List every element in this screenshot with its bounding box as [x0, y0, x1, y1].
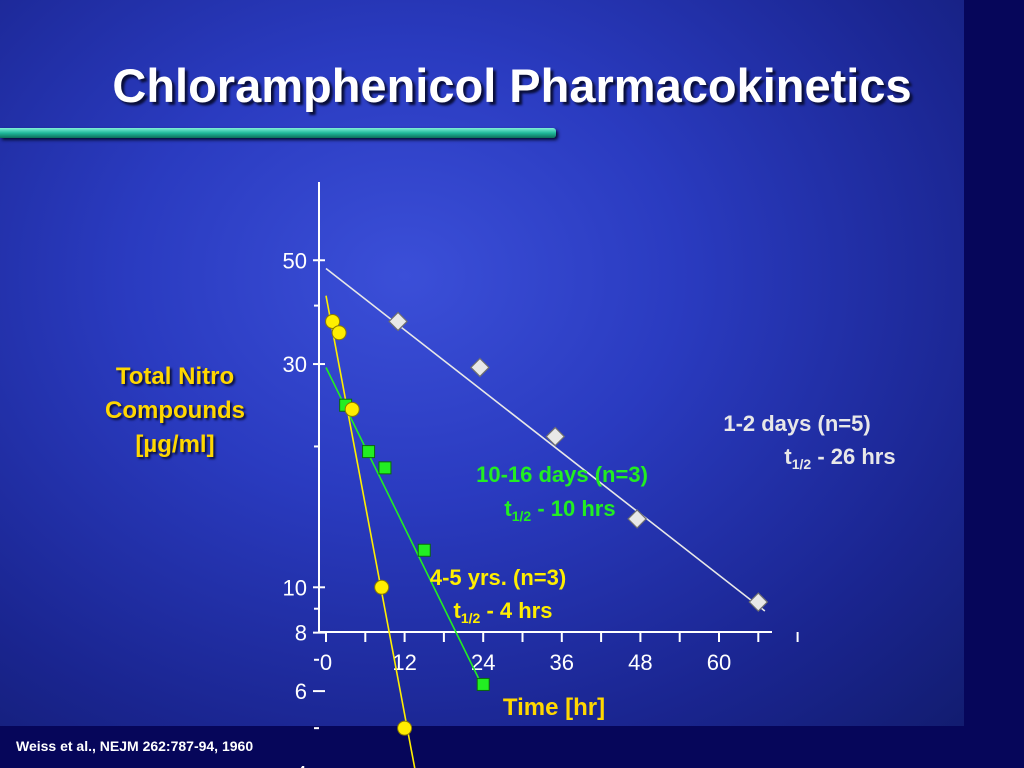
- data-point-circle: [331, 325, 347, 341]
- y-tick-label: 6: [295, 679, 307, 704]
- half-life-label-diamond: t1/2 - 26 hrs: [784, 444, 895, 472]
- data-point-diamond: [627, 509, 647, 529]
- y-axis-label: Total Nitro Compounds [µg/ml]: [80, 360, 270, 462]
- y-axis-label-line-2: Compounds: [105, 397, 245, 424]
- x-tick-label: 36: [550, 650, 574, 675]
- data-point-circle: [344, 401, 360, 417]
- data-point-circle: [397, 720, 413, 736]
- title-underline-bar: [0, 128, 556, 138]
- data-point-square: [476, 677, 490, 691]
- data-point-diamond: [748, 592, 769, 612]
- y-axis-label-line-1: Total Nitro: [115, 363, 235, 390]
- data-point-diamond: [470, 357, 490, 378]
- half-life-label-circle: t1/2 - 4 hrs: [454, 598, 553, 626]
- x-tick-label: 48: [628, 650, 652, 675]
- data-point-circle: [325, 313, 341, 329]
- citation: Weiss et al., NEJM 262:787-94, 1960: [16, 738, 254, 754]
- series-labels: 1-2 days (n=5) t1/2 - 26 hrs 10-16 days (n…: [430, 411, 896, 626]
- half-life-label-square: t1/2 - 10 hrs: [504, 496, 615, 524]
- x-tick-label: 60: [707, 650, 731, 675]
- data-point-square: [417, 543, 431, 557]
- data-markers: [325, 311, 769, 736]
- y-tick-label: 50: [283, 248, 307, 273]
- series-label-circle: 4-5 yrs. (n=3): [430, 565, 566, 590]
- data-point-diamond: [388, 311, 408, 332]
- x-tick-label: 0: [320, 650, 332, 675]
- x-axis-label: Time [hr]: [503, 694, 605, 721]
- y-tick-label: 8: [295, 621, 307, 646]
- slide-title: Chloramphenicol Pharmacokinetics: [112, 59, 912, 112]
- fit-line-circle: [325, 295, 416, 768]
- data-point-circle: [374, 579, 390, 595]
- data-point-square: [362, 445, 376, 459]
- series-label-diamond: 1-2 days (n=5): [723, 411, 870, 436]
- y-tick-label: 10: [283, 575, 307, 600]
- y-axis-label-line-3: [µg/ml]: [135, 431, 215, 458]
- fit-line-square: [325, 367, 484, 689]
- data-point-diamond: [545, 426, 566, 447]
- chart-axes: 46810305001224364860: [283, 182, 799, 768]
- y-tick-label: 30: [283, 352, 307, 377]
- series-label-square: 10-16 days (n=3): [476, 462, 648, 487]
- y-tick-label: 4: [295, 761, 307, 768]
- data-point-square: [378, 461, 392, 475]
